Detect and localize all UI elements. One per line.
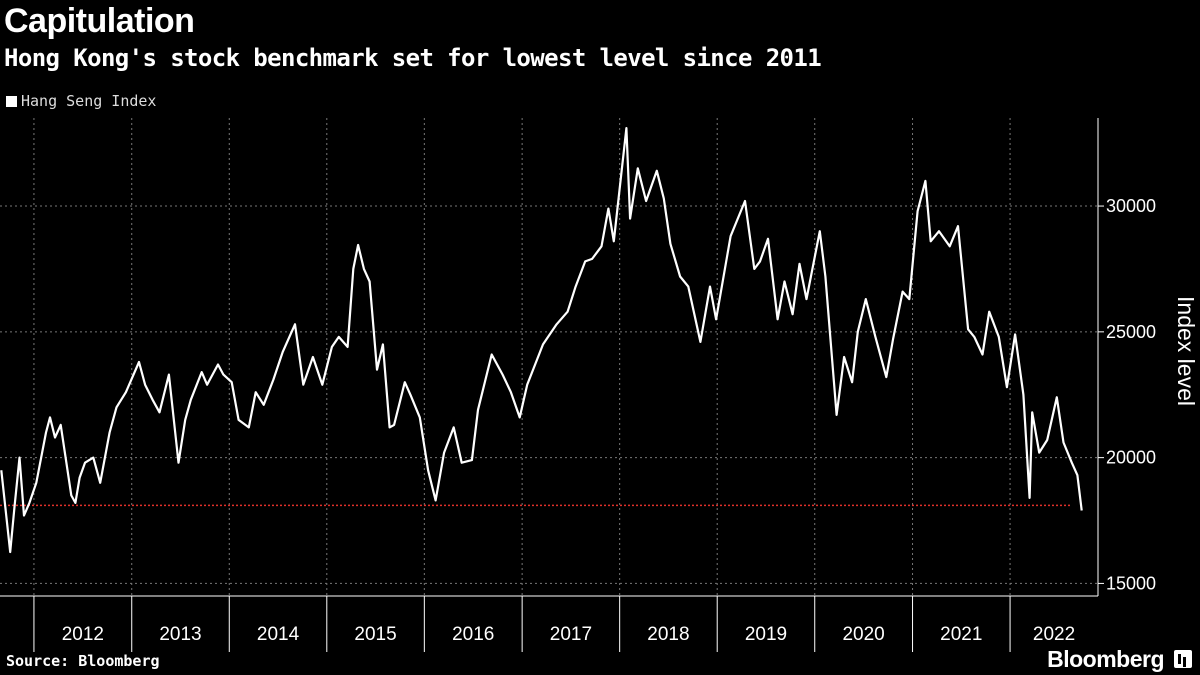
y-tick-label: 15000 [1106, 573, 1156, 593]
x-tick-label: 2013 [159, 624, 201, 645]
legend: Hang Seng Index [6, 92, 156, 110]
legend-label: Hang Seng Index [21, 92, 157, 110]
series-line-hang-seng [0, 127, 1083, 554]
x-tick-label: 2019 [745, 624, 787, 645]
x-tick-label: 2021 [940, 624, 982, 645]
chart-title: Capitulation [4, 2, 195, 40]
x-tick-label: 2016 [452, 624, 494, 645]
y-tick-label: 25000 [1106, 322, 1156, 342]
x-tick-label: 2014 [257, 624, 300, 645]
chart-subtitle: Hong Kong's stock benchmark set for lowe… [4, 44, 822, 72]
x-tick-label: 2012 [62, 624, 104, 645]
x-tick-label: 2017 [550, 624, 592, 645]
x-tick-label: 2018 [647, 624, 689, 645]
source-note: Source: Bloomberg [6, 652, 160, 670]
x-tick-label: 2015 [354, 624, 396, 645]
x-tick-label: 2020 [842, 624, 884, 645]
y-axis-title: Index level [1173, 296, 1199, 406]
legend-swatch [6, 95, 17, 107]
bloomberg-chart-icon [1174, 650, 1192, 668]
x-tick-label: 2022 [1033, 624, 1075, 645]
y-tick-label: 30000 [1106, 196, 1156, 216]
y-tick-label: 20000 [1106, 448, 1156, 468]
brand-logo: Bloomberg [1047, 646, 1164, 672]
